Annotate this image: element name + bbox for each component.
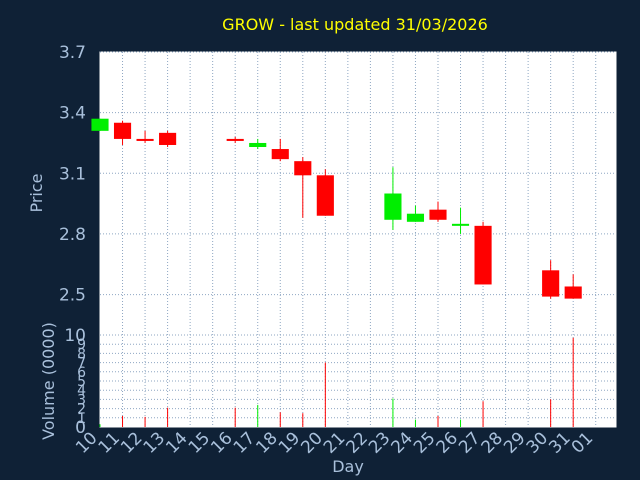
price-axis-title: Price [27, 173, 46, 212]
candle-body [271, 149, 289, 160]
candle-body [249, 142, 267, 148]
x-axis-title: Day [332, 457, 364, 476]
volume-bars [99, 337, 574, 427]
candle-body [113, 122, 132, 139]
candle-body [136, 138, 154, 141]
candle-body [451, 223, 470, 226]
candle-body [542, 270, 560, 297]
candle-body [406, 213, 425, 222]
volume-tick-label: 5 [77, 374, 86, 390]
price-tick-label: 3.1 [59, 164, 86, 184]
candle-body [316, 175, 334, 216]
volume-tick-label: 10 [64, 326, 86, 346]
volume-tick-label: 3 [77, 392, 86, 408]
volume-tick-label: 0 [75, 418, 86, 438]
volume-axis-title: Volume (0000) [39, 322, 58, 440]
price-tick-label: 2.8 [59, 225, 86, 245]
candle-body [474, 225, 492, 285]
volume-tick-label: 8 [77, 346, 86, 362]
price-plot-area [99, 51, 617, 336]
volume-tick-label: 6 [77, 365, 86, 381]
day-tick-label: 01 [568, 428, 597, 457]
price-tick-label: 3.4 [59, 104, 86, 124]
candle-body [294, 161, 312, 176]
price-axis: 2.5 2.8 3.1 3.4 3.7 [59, 43, 86, 306]
day-axis: 1011121314151617181920212223242526272829… [72, 428, 597, 457]
candle-body [564, 286, 582, 299]
volume-tick-label: 7 [77, 356, 86, 372]
candle-body [384, 193, 402, 220]
candle-body [226, 138, 244, 141]
candle-body [159, 132, 177, 145]
candle-body [91, 118, 109, 131]
volume-tick-label: 9 [77, 337, 86, 353]
volume-tick-label: 1 [77, 411, 86, 427]
price-tick-label: 3.7 [59, 43, 86, 63]
volume-tick-label: 4 [77, 383, 86, 399]
volume-tick-label: 2 [77, 402, 86, 418]
price-tick-label: 2.5 [59, 286, 86, 306]
chart-title: GROW - last updated 31/03/2026 [222, 15, 488, 34]
candle-body [429, 209, 447, 220]
price-candles [91, 118, 582, 299]
